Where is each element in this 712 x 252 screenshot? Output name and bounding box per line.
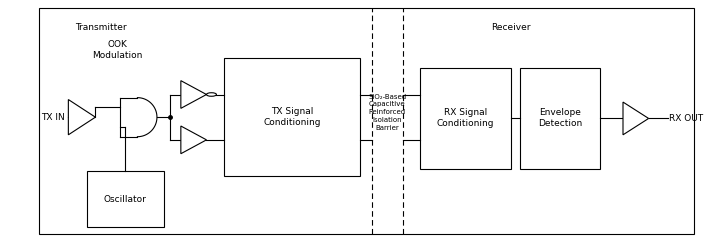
Bar bbox=[39, 8, 694, 234]
Bar bbox=[224, 58, 360, 176]
Text: Envelope
Detection: Envelope Detection bbox=[538, 108, 582, 129]
Text: Oscillator: Oscillator bbox=[104, 195, 147, 204]
Text: OOK
Modulation: OOK Modulation bbox=[93, 40, 142, 60]
Text: Transmitter: Transmitter bbox=[75, 23, 127, 32]
Circle shape bbox=[206, 93, 216, 96]
Polygon shape bbox=[68, 100, 95, 135]
Bar bbox=[520, 68, 600, 169]
Text: Receiver: Receiver bbox=[491, 23, 530, 32]
Polygon shape bbox=[623, 102, 649, 135]
Text: TX Signal
Conditioning: TX Signal Conditioning bbox=[263, 107, 320, 127]
Polygon shape bbox=[181, 81, 206, 108]
Bar bbox=[420, 68, 511, 169]
Text: RX OUT: RX OUT bbox=[669, 114, 703, 123]
Text: SiO₂-Based
Capacitive
Reinforced
Isolation
Barrier: SiO₂-Based Capacitive Reinforced Isolati… bbox=[368, 94, 407, 131]
Text: RX Signal
Conditioning: RX Signal Conditioning bbox=[437, 108, 494, 129]
Bar bbox=[87, 171, 164, 227]
Text: TX IN: TX IN bbox=[41, 113, 65, 122]
Polygon shape bbox=[181, 126, 206, 154]
Polygon shape bbox=[120, 98, 157, 137]
